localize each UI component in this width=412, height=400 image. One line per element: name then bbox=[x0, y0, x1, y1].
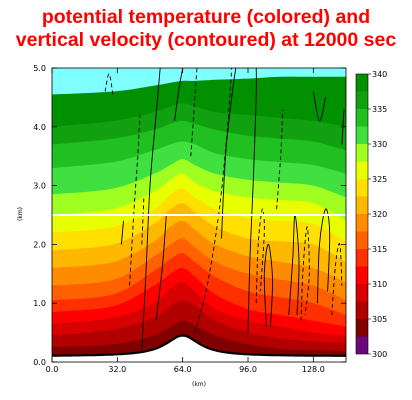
chart-title-line-1: potential temperature (colored) and bbox=[41, 6, 371, 28]
colorbar-swatch-0 bbox=[356, 336, 368, 354]
y-tick-label-3: 3.0 bbox=[33, 182, 46, 191]
dashed-contour-1 bbox=[194, 68, 233, 333]
colorbar-swatch-14 bbox=[356, 91, 368, 109]
colorbar-label-0: 300 bbox=[372, 350, 387, 359]
y-tick-label-5: 5.0 bbox=[33, 64, 46, 73]
solid-contour-5 bbox=[316, 208, 331, 304]
terrain-layer bbox=[52, 334, 346, 362]
x-axis: 0.0 32.0 64.0 96.0 128.0 bbox=[46, 68, 325, 374]
chart-title-line-2: vertical velocity (contoured) at 12000 s… bbox=[15, 29, 397, 51]
colorbar-swatch-3 bbox=[356, 284, 368, 302]
y-tick-label-0: 0.0 bbox=[33, 358, 46, 367]
solid-contour-10 bbox=[120, 220, 124, 245]
x-tick-label-2: 64.0 bbox=[174, 365, 192, 374]
dashed-contour-7 bbox=[190, 68, 198, 157]
dashed-contour-2 bbox=[255, 208, 265, 304]
dashed-contour-5 bbox=[104, 73, 114, 98]
x-tick-label-3: 96.0 bbox=[239, 365, 257, 374]
solid-contour-2 bbox=[247, 68, 257, 333]
y-tick-label-4: 4.0 bbox=[33, 123, 46, 132]
colorbar-label-3: 315 bbox=[372, 245, 387, 254]
colorbar-swatch-4 bbox=[356, 266, 368, 284]
colorbar-swatch-1 bbox=[356, 319, 368, 337]
colorbar-swatch-5 bbox=[356, 249, 368, 267]
colorbar-label-6: 330 bbox=[372, 140, 387, 149]
chart-title: potential temperature (colored) and vert… bbox=[0, 6, 412, 52]
terrain-outline bbox=[52, 334, 346, 357]
x-axis-label: (km) bbox=[192, 381, 206, 388]
colorbar-label-8: 340 bbox=[372, 70, 387, 79]
dashed-contour-4 bbox=[331, 243, 343, 316]
colorbar-label-2: 310 bbox=[372, 280, 387, 289]
dashed-contour-6 bbox=[141, 197, 145, 245]
colorbar-swatch-12 bbox=[356, 126, 368, 144]
velocity-contour-layer bbox=[104, 68, 345, 351]
solid-contour-1 bbox=[155, 214, 167, 321]
colorbar-swatch-7 bbox=[356, 214, 368, 232]
colorbar: 300 305 310 315 320 325 330 335 340 bbox=[355, 70, 387, 359]
plot-frame bbox=[51, 67, 347, 363]
colorbar-swatch-6 bbox=[356, 231, 368, 249]
colorbar-swatch-2 bbox=[356, 301, 368, 319]
y-axis: 0.0 1.0 2.0 3.0 4.0 5.0 bbox=[33, 64, 346, 367]
colorbar-swatch-15 bbox=[356, 74, 368, 92]
x-tick-label-1: 32.0 bbox=[108, 365, 126, 374]
colorbar-label-4: 320 bbox=[372, 210, 387, 219]
colorbar-swatch-10 bbox=[356, 161, 368, 179]
y-axis-label: (km) bbox=[17, 207, 24, 221]
colorbar-label-7: 335 bbox=[372, 105, 387, 114]
colorbar-swatch-9 bbox=[356, 179, 368, 197]
solid-contour-7 bbox=[174, 68, 184, 121]
solid-contour-8 bbox=[312, 91, 327, 122]
theta-band-1 bbox=[52, 320, 346, 362]
x-tick-label-4: 128.0 bbox=[302, 365, 325, 374]
dashed-contour-0 bbox=[129, 114, 141, 286]
x-tick-label-0: 0.0 bbox=[46, 365, 59, 374]
y-tick-label-1: 1.0 bbox=[33, 299, 46, 308]
solid-contour-6 bbox=[221, 68, 237, 239]
colorbar-label-5: 325 bbox=[372, 175, 387, 184]
colorbar-swatch-8 bbox=[356, 196, 368, 214]
colorbar-swatch-11 bbox=[356, 144, 368, 162]
colorbar-label-1: 305 bbox=[372, 315, 387, 324]
dashed-contour-3 bbox=[300, 226, 310, 321]
solid-contour-3 bbox=[263, 243, 273, 327]
solid-contour-0 bbox=[141, 68, 161, 351]
y-tick-label-2: 2.0 bbox=[33, 240, 46, 249]
colorbar-swatch-13 bbox=[356, 109, 368, 127]
